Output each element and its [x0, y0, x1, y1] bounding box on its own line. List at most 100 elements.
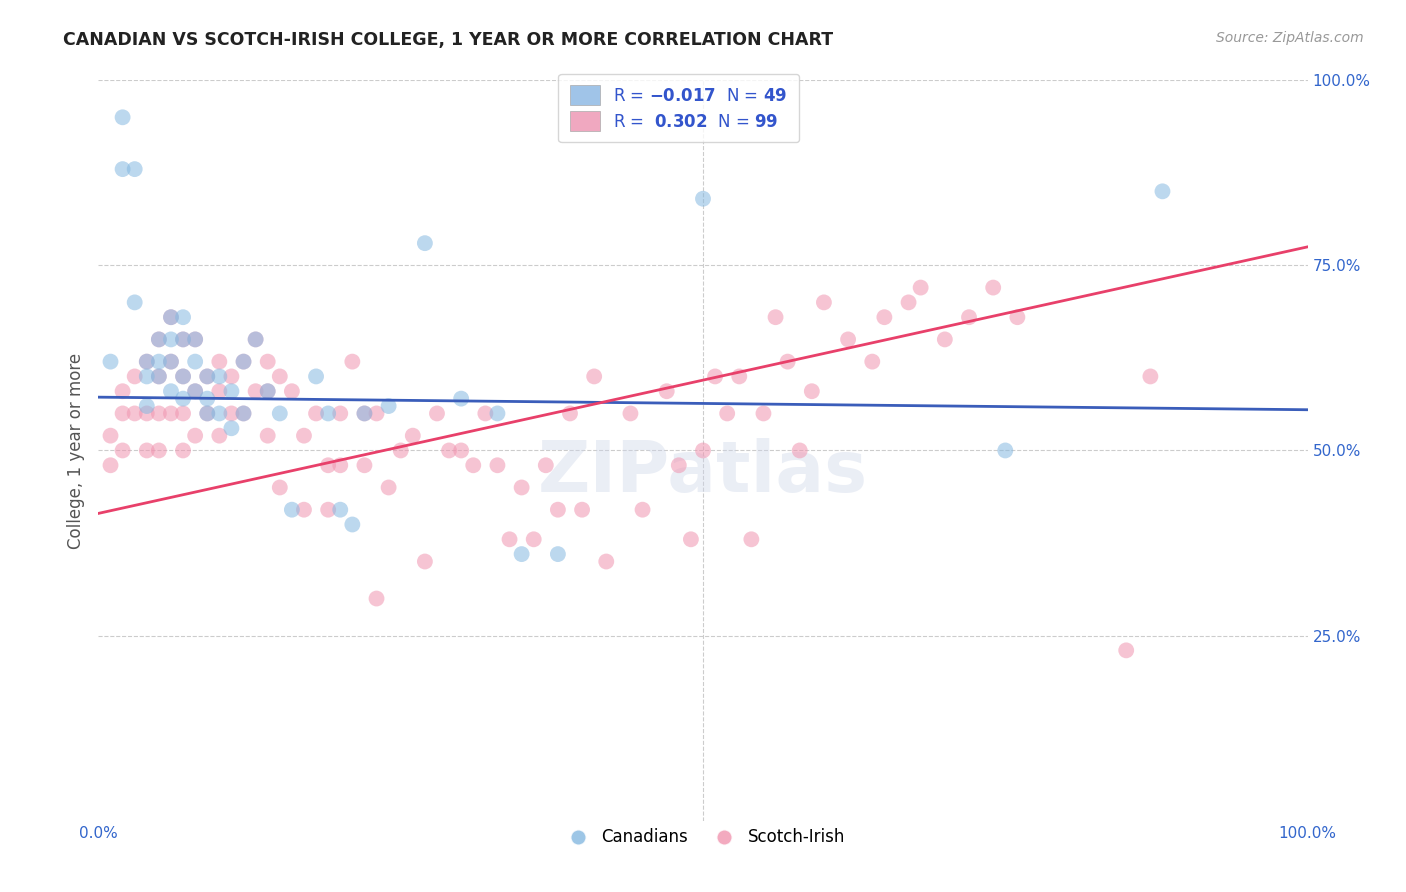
Point — [366, 591, 388, 606]
Point — [184, 332, 207, 346]
Point — [172, 369, 194, 384]
Point — [172, 392, 194, 406]
Point — [789, 443, 811, 458]
Point — [837, 332, 859, 346]
Point — [111, 407, 134, 421]
Point — [100, 354, 122, 368]
Point — [269, 480, 291, 494]
Point — [463, 458, 485, 473]
Point — [668, 458, 690, 473]
Point — [740, 533, 762, 547]
Point — [232, 354, 254, 368]
Point — [450, 443, 472, 458]
Text: ZIPatlas: ZIPatlas — [538, 438, 868, 508]
Point — [208, 369, 231, 384]
Point — [100, 428, 122, 442]
Point — [353, 407, 375, 421]
Point — [1007, 310, 1029, 325]
Point — [124, 295, 146, 310]
Point — [1139, 369, 1161, 384]
Point — [148, 369, 170, 384]
Point — [366, 407, 388, 421]
Point — [172, 443, 194, 458]
Point — [124, 162, 146, 177]
Point — [655, 384, 678, 399]
Point — [353, 407, 375, 421]
Point — [957, 310, 980, 325]
Point — [981, 280, 1004, 294]
Point — [813, 295, 835, 310]
Point — [583, 369, 606, 384]
Point — [437, 443, 460, 458]
Point — [148, 369, 170, 384]
Point — [716, 407, 738, 421]
Point — [135, 407, 157, 421]
Point — [184, 332, 207, 346]
Point — [195, 369, 218, 384]
Point — [232, 407, 254, 421]
Point — [316, 407, 339, 421]
Point — [232, 354, 254, 368]
Point — [305, 407, 328, 421]
Point — [184, 384, 207, 399]
Point — [860, 354, 883, 368]
Point — [619, 407, 641, 421]
Point — [135, 354, 157, 368]
Point — [692, 443, 714, 458]
Point — [148, 332, 170, 346]
Point — [934, 332, 956, 346]
Point — [752, 407, 775, 421]
Text: Source: ZipAtlas.com: Source: ZipAtlas.com — [1216, 31, 1364, 45]
Point — [160, 407, 183, 421]
Point — [160, 354, 183, 368]
Point — [221, 421, 243, 435]
Point — [172, 369, 194, 384]
Point — [208, 384, 231, 399]
Point — [111, 443, 134, 458]
Point — [679, 533, 702, 547]
Point — [172, 310, 194, 325]
Point — [148, 332, 170, 346]
Point — [184, 354, 207, 368]
Point — [486, 407, 509, 421]
Point — [897, 295, 920, 310]
Point — [135, 443, 157, 458]
Point — [631, 502, 654, 516]
Point — [329, 458, 352, 473]
Point — [208, 428, 231, 442]
Point — [195, 369, 218, 384]
Point — [160, 332, 183, 346]
Point — [776, 354, 799, 368]
Point — [728, 369, 751, 384]
Point — [413, 236, 436, 251]
Point — [269, 369, 291, 384]
Point — [426, 407, 449, 421]
Point — [353, 458, 375, 473]
Point — [172, 407, 194, 421]
Point — [160, 310, 183, 325]
Point — [1115, 643, 1137, 657]
Point — [148, 443, 170, 458]
Point — [547, 502, 569, 516]
Point — [195, 392, 218, 406]
Point — [329, 502, 352, 516]
Point — [377, 399, 399, 413]
Point — [184, 384, 207, 399]
Point — [148, 354, 170, 368]
Point — [111, 384, 134, 399]
Point — [221, 407, 243, 421]
Point — [208, 407, 231, 421]
Point — [510, 480, 533, 494]
Point — [124, 369, 146, 384]
Point — [558, 407, 581, 421]
Point — [377, 480, 399, 494]
Point — [111, 162, 134, 177]
Point — [510, 547, 533, 561]
Point — [232, 407, 254, 421]
Point — [316, 502, 339, 516]
Point — [547, 547, 569, 561]
Point — [316, 458, 339, 473]
Point — [305, 369, 328, 384]
Point — [994, 443, 1017, 458]
Point — [450, 392, 472, 406]
